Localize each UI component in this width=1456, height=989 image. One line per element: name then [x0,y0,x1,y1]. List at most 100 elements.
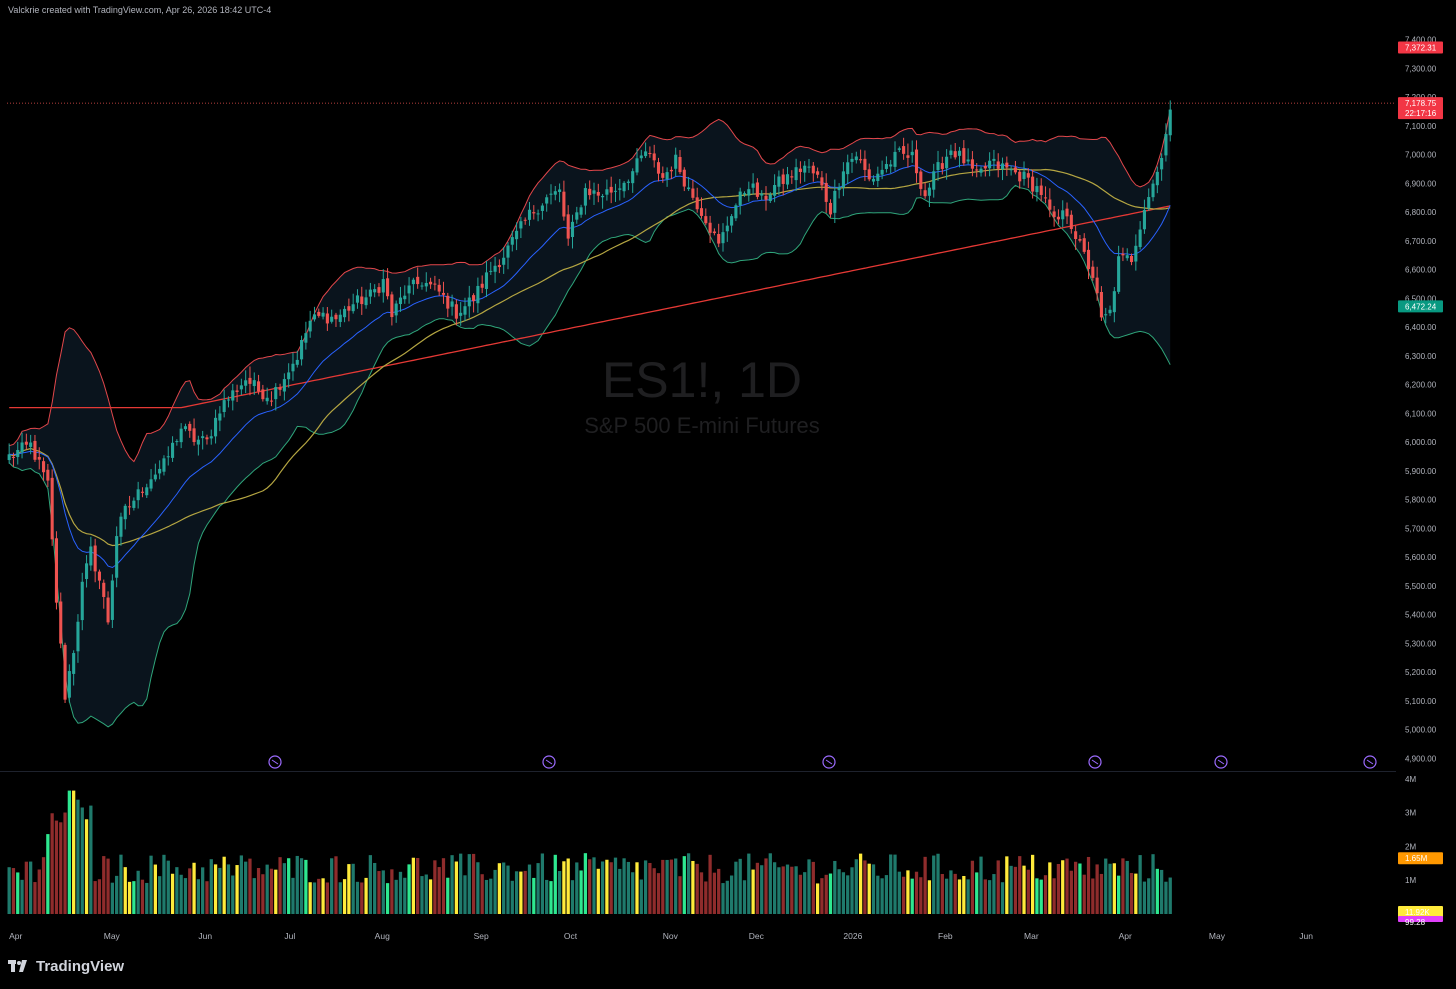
candle-body [678,157,682,173]
candle-body [1134,245,1138,262]
volume-bar [738,858,742,914]
volume-bar [149,855,153,914]
volume-bar [579,870,583,914]
candle-body [940,163,944,169]
volume-bar [927,880,932,914]
volume-bar [76,799,80,914]
candle-body [592,190,596,194]
candle-body [282,379,286,392]
price-tick-label: 5,700.00 [1405,524,1437,533]
candle-body [527,209,532,220]
candle-body [751,183,755,188]
volume-bar [385,883,390,914]
volume-bar [906,870,910,914]
candle-body [828,202,833,215]
volume-bar [373,862,377,914]
last-price-tag-text: 7,178.75 [1405,99,1437,108]
candle-body [85,563,89,580]
volume-bar [867,863,871,914]
candle-body [136,489,140,501]
price-tick-label: 6,600.00 [1405,266,1437,275]
price-tick-label: 7,000.00 [1405,151,1437,160]
volume-bar [360,882,364,914]
time-tick-label: Jun [1299,931,1313,941]
candle-body [566,214,570,239]
volume-bar [785,864,790,914]
volume-bar [669,859,674,914]
candle-body [1013,167,1017,173]
candle-body [106,597,110,623]
volume-bar [854,859,858,914]
candle-body [386,278,390,297]
time-tick-label: May [1209,931,1226,941]
volume-bar [1134,873,1138,914]
volume-bar [209,859,213,914]
volume-bar [183,878,188,914]
candle-body [467,297,471,307]
time-axis[interactable]: Apr May Jun Jul Aug Sep Oct Nov Dec 2026 Feb Mar Apr… [0,922,1396,950]
candle-body [390,294,394,318]
candle-body [355,295,360,303]
volume-bar [7,867,11,914]
volume-bar [231,875,235,914]
volume-bar [1069,870,1073,914]
volume-axis[interactable]: 4M 3M 2M 1M [1405,775,1416,885]
tradingview-logo-text: TradingView [36,958,125,975]
volume-bar [312,882,317,914]
candle-body [850,158,854,162]
event-marker [1363,755,1377,769]
volume-bar [953,873,957,914]
candle-body [1082,238,1086,252]
candle-body [11,456,15,458]
volume-bar [936,853,940,914]
sma200-line [9,205,1171,409]
volume-bar [179,874,183,914]
candle-body [218,413,222,421]
watermark-symbol: ES1!, 1D [602,352,802,408]
candle-body [914,149,919,174]
candle-body [196,439,200,445]
candle-body [373,289,377,293]
volume-bar [33,882,37,914]
volume-bar [983,879,987,914]
candle-body [214,417,218,437]
candle-body [231,390,235,401]
volume-bar [768,853,772,914]
pane-separator[interactable] [0,771,1396,772]
volume-bar [609,862,613,914]
volume-bar [626,861,631,914]
candle-body [437,284,441,292]
candle-body [1117,256,1121,292]
volume-bar [471,853,476,914]
volume-bar [162,854,166,914]
bollinger-bands [8,109,1171,728]
candle-body [631,171,635,184]
candle-body [1043,197,1048,199]
volume-bar [54,820,59,914]
candle-body [1151,183,1155,198]
volume-bar [828,873,833,914]
volume-bar [463,875,467,914]
candle-body [970,159,974,169]
candle-body [790,176,794,178]
volume-bar [127,881,132,914]
volume-bar [196,879,200,914]
candle-body [50,477,54,540]
candle-body [975,169,979,171]
volume-bar [695,863,699,914]
candle-body [932,171,936,190]
volume-bar [1035,878,1039,914]
candle-body [626,181,630,183]
volume-bar [777,867,781,914]
price-axis[interactable]: 7,400.007,300.007,200.007,100.007,000.00… [1405,36,1437,764]
volume-bar [218,867,222,914]
tradingview-logo[interactable]: TradingView [8,958,124,975]
chart-canvas[interactable]: ES1!, 1D S&P 500 E-mini Futures 7,400.00… [0,0,1456,950]
volume-bar [428,879,433,914]
candle-body [1048,199,1052,210]
volume-bar [1073,861,1078,914]
volume-bar [656,873,661,914]
candle-body [906,155,910,158]
candle-body [588,188,592,196]
price-tick-label: 5,100.00 [1405,697,1437,706]
